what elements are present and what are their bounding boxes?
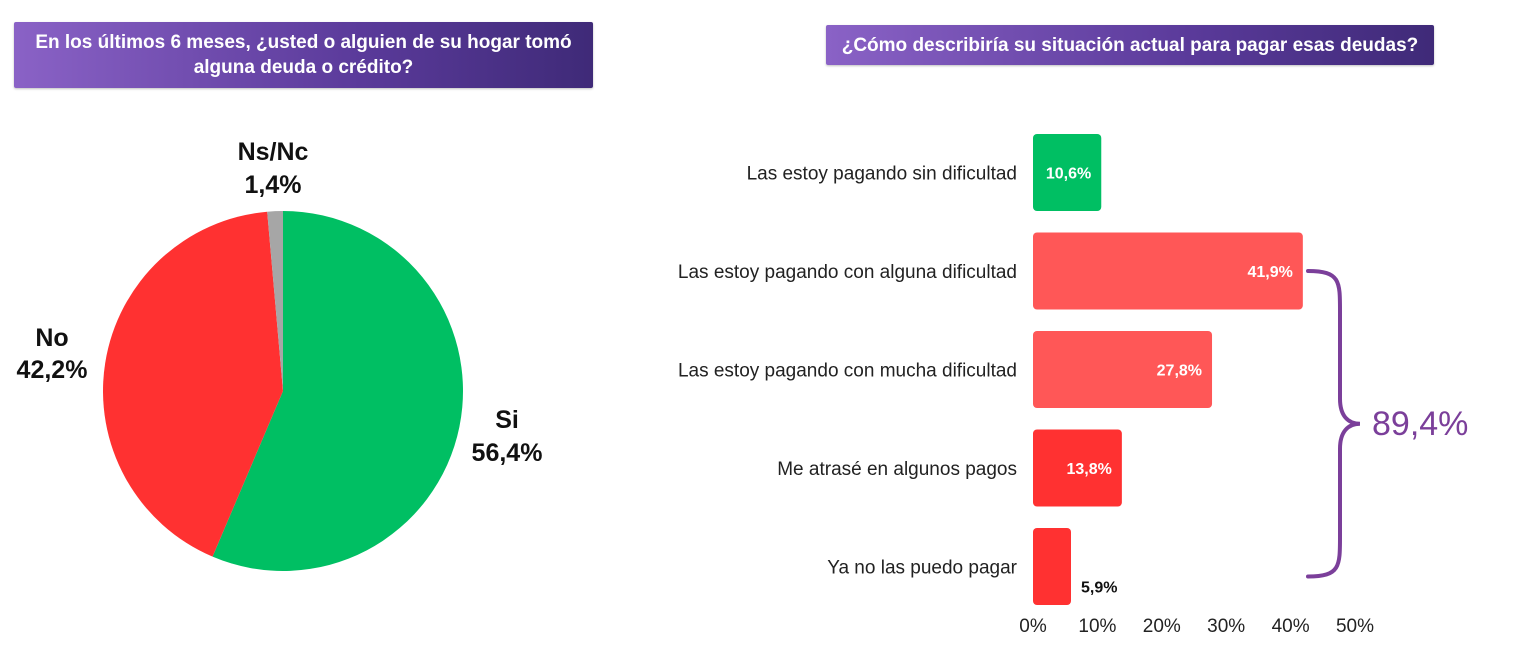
pie-chart: Si 56,4% No 42,2% Ns/Nc 1,4% (17, 138, 543, 571)
bar-4 (1033, 429, 1122, 507)
bar-value-label-2: 41,9% (1247, 264, 1292, 281)
pie-label-no-name: No (35, 324, 68, 352)
x-tick-label-5: 50% (1336, 616, 1374, 637)
bar-category-label-5: Ya no las puedo pagar (827, 558, 1017, 579)
pie-label-no-value: 42,2% (17, 356, 88, 384)
x-tick-label-2: 20% (1143, 616, 1181, 637)
pie-chart-title: En los últimos 6 meses, ¿usted o alguien… (14, 22, 593, 88)
bar-chart: Las estoy pagando sin dificultad 10,6% Las… (678, 134, 1468, 637)
bar-value-label-1: 10,6% (1046, 166, 1091, 183)
pie-chart-title-text: En los últimos 6 meses, ¿usted o alguien… (35, 32, 572, 78)
bar-1 (1033, 134, 1102, 211)
bar-chart-title: ¿Cómo describiría su situación actual pa… (826, 25, 1434, 65)
bracket-total-label: 89,4% (1372, 405, 1468, 443)
x-tick-label-0: 0% (1019, 616, 1047, 637)
pie-slice-no (103, 211, 283, 557)
bar-5 (1033, 528, 1071, 605)
pie-slice-ns-nc (267, 211, 283, 391)
bar-category-label-2: Las estoy pagando con alguna dificultad (678, 262, 1017, 283)
bar-2 (1033, 232, 1303, 310)
x-tick-label-4: 40% (1272, 616, 1310, 637)
x-tick-label-3: 30% (1207, 616, 1245, 637)
bracket (1306, 269, 1361, 579)
bar-value-label-5: 5,9% (1081, 580, 1117, 597)
pie-label-ns-nc-value: 1,4% (245, 171, 302, 199)
pie-label-ns-nc-name: Ns/Nc (238, 138, 309, 166)
bar-category-label-1: Las estoy pagando sin dificultad (747, 164, 1017, 185)
pie-slice-si (212, 211, 463, 571)
bar-category-label-4: Me atrasé en algunos pagos (777, 459, 1017, 480)
pie-label-si-name: Si (495, 406, 519, 434)
pie-label-si-value: 56,4% (472, 439, 543, 467)
bar-value-label-4: 13,8% (1066, 461, 1111, 478)
bar-3 (1033, 331, 1213, 408)
bar-category-label-3: Las estoy pagando con mucha dificultad (678, 361, 1017, 382)
x-tick-label-1: 10% (1078, 616, 1116, 637)
bar-value-label-3: 27,8% (1157, 363, 1202, 380)
bar-chart-title-text: ¿Cómo describiría su situación actual pa… (841, 34, 1419, 56)
